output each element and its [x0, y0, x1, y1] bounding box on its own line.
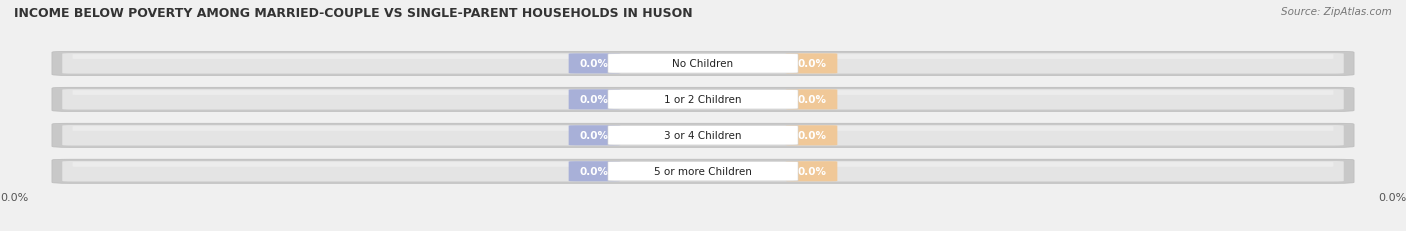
FancyBboxPatch shape — [52, 124, 1354, 148]
FancyBboxPatch shape — [607, 162, 799, 181]
FancyBboxPatch shape — [52, 160, 1354, 183]
FancyBboxPatch shape — [62, 90, 1344, 110]
FancyBboxPatch shape — [568, 54, 620, 74]
FancyBboxPatch shape — [607, 55, 799, 74]
Text: No Children: No Children — [672, 59, 734, 69]
FancyBboxPatch shape — [52, 52, 1354, 76]
FancyBboxPatch shape — [786, 161, 838, 182]
FancyBboxPatch shape — [52, 88, 1354, 112]
FancyBboxPatch shape — [62, 54, 1344, 74]
Text: 1 or 2 Children: 1 or 2 Children — [664, 95, 742, 105]
Text: 0.0%: 0.0% — [581, 167, 609, 176]
Text: 0.0%: 0.0% — [797, 131, 825, 141]
FancyBboxPatch shape — [568, 90, 620, 110]
Text: 0.0%: 0.0% — [797, 59, 825, 69]
Text: 0.0%: 0.0% — [797, 95, 825, 105]
FancyBboxPatch shape — [607, 126, 799, 145]
FancyBboxPatch shape — [786, 126, 838, 146]
Text: 0.0%: 0.0% — [581, 95, 609, 105]
FancyBboxPatch shape — [786, 54, 838, 74]
Text: Source: ZipAtlas.com: Source: ZipAtlas.com — [1281, 7, 1392, 17]
FancyBboxPatch shape — [568, 126, 620, 146]
FancyBboxPatch shape — [607, 90, 799, 109]
FancyBboxPatch shape — [73, 162, 1333, 167]
Text: 0.0%: 0.0% — [797, 167, 825, 176]
Text: 0.0%: 0.0% — [581, 131, 609, 141]
Text: 0.0%: 0.0% — [581, 59, 609, 69]
Text: 5 or more Children: 5 or more Children — [654, 167, 752, 176]
Text: 3 or 4 Children: 3 or 4 Children — [664, 131, 742, 141]
FancyBboxPatch shape — [62, 161, 1344, 182]
FancyBboxPatch shape — [786, 90, 838, 110]
FancyBboxPatch shape — [62, 125, 1344, 146]
FancyBboxPatch shape — [73, 91, 1333, 95]
FancyBboxPatch shape — [568, 161, 620, 182]
Text: INCOME BELOW POVERTY AMONG MARRIED-COUPLE VS SINGLE-PARENT HOUSEHOLDS IN HUSON: INCOME BELOW POVERTY AMONG MARRIED-COUPL… — [14, 7, 693, 20]
FancyBboxPatch shape — [73, 55, 1333, 60]
FancyBboxPatch shape — [73, 127, 1333, 131]
